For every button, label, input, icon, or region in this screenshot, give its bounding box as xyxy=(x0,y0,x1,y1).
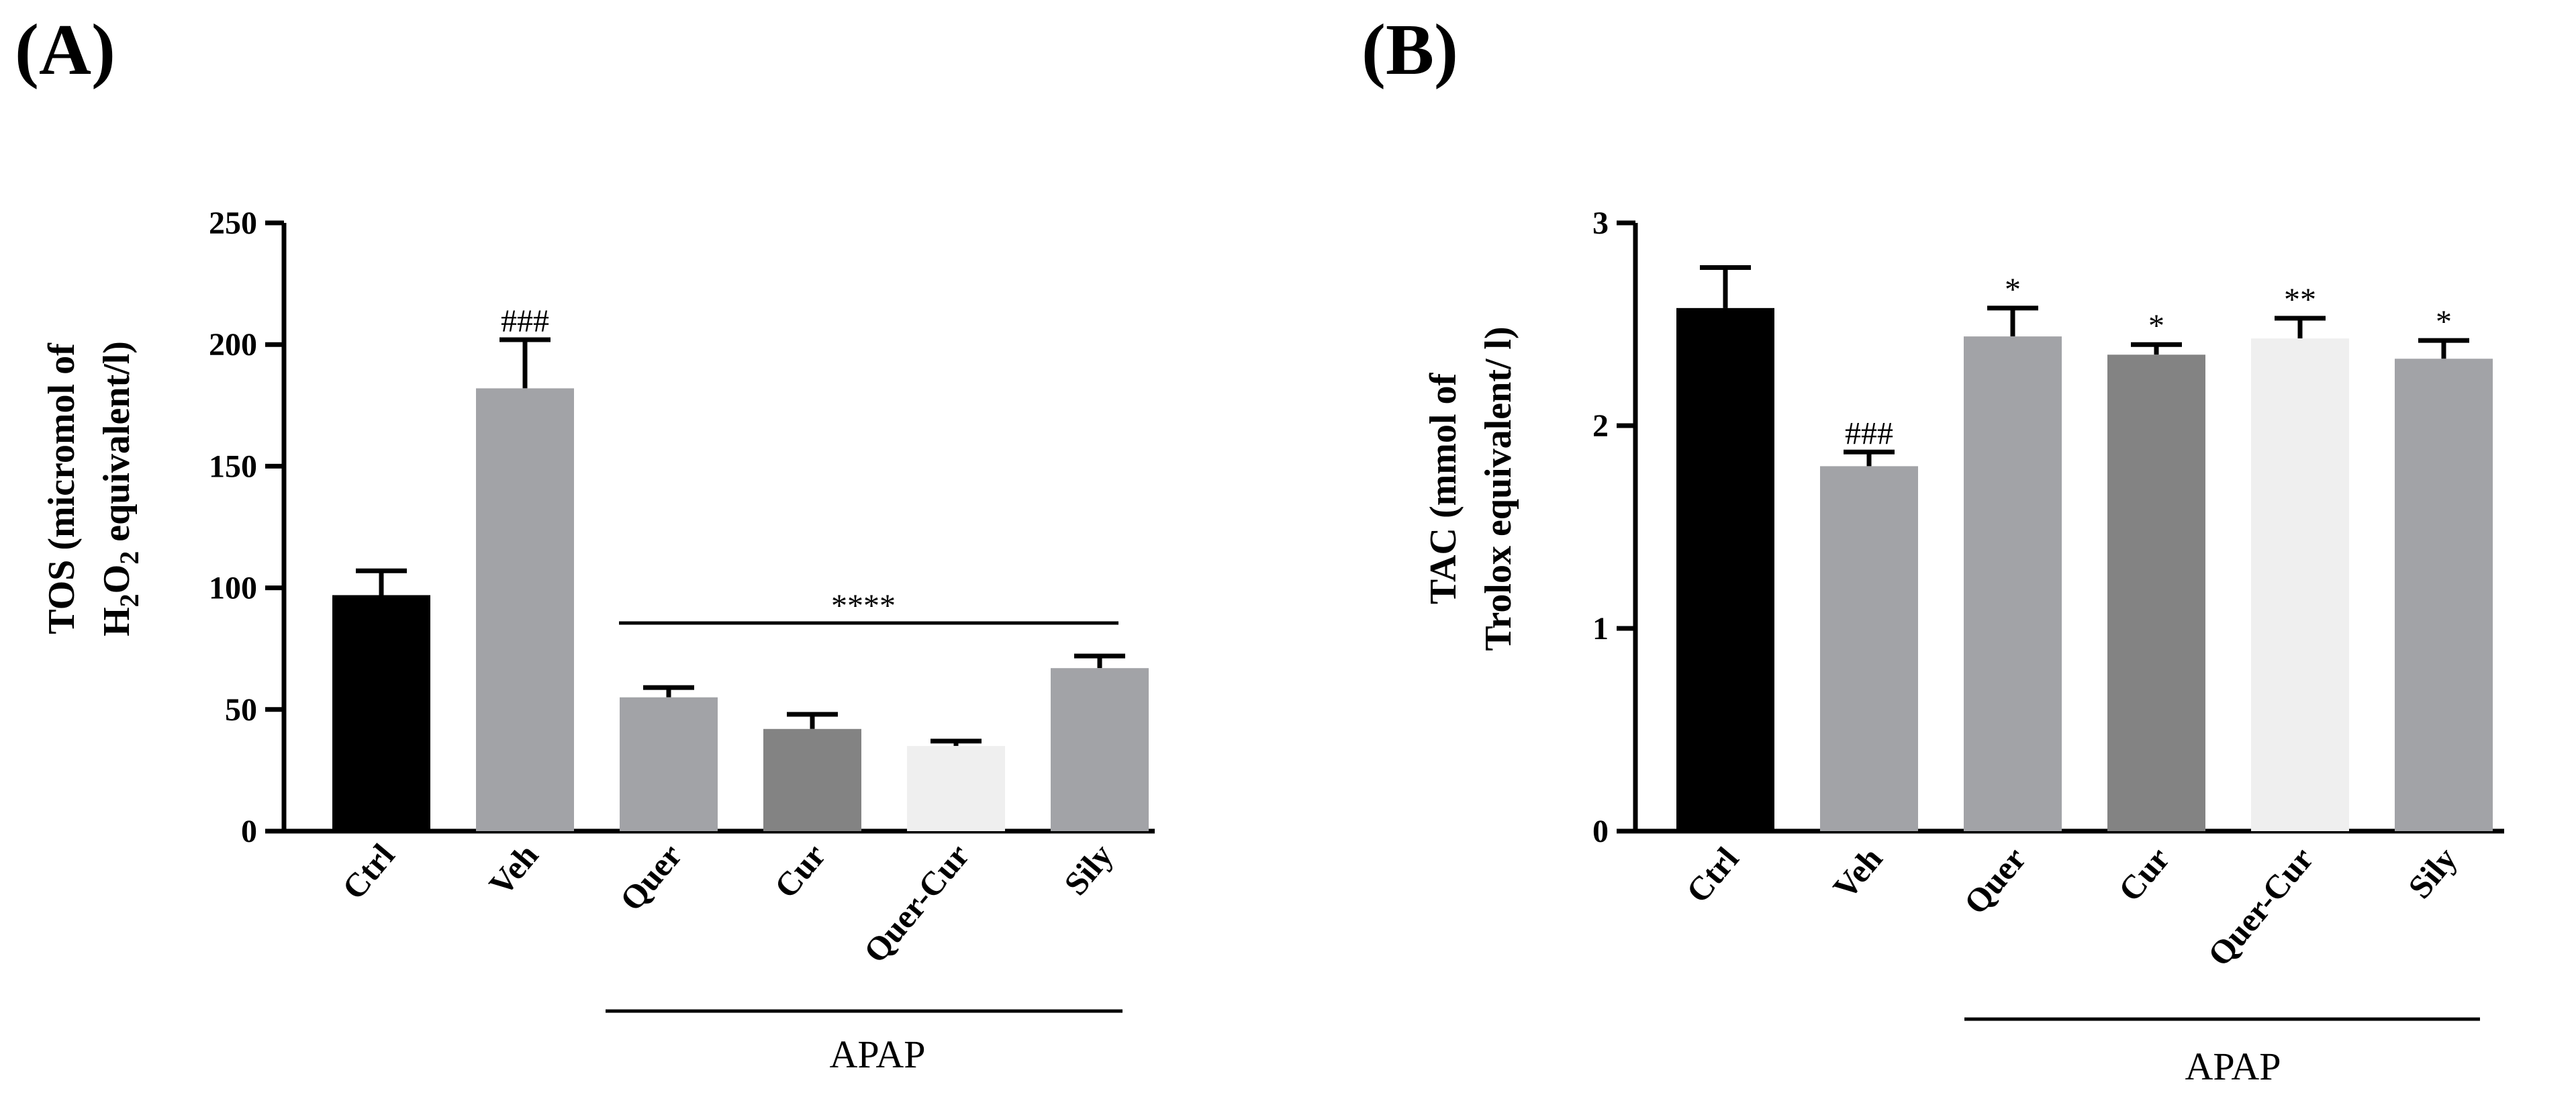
panel-a: (A) TOS (micromol of H2O2 equivalent/l) … xyxy=(15,10,1155,1076)
panel-b-group-label: APAP xyxy=(2185,1045,2281,1088)
y-tick-label: 100 xyxy=(209,571,257,606)
y-tick-label: 3 xyxy=(1592,205,1609,241)
panel-a-y-axis-label: TOS (micromol of xyxy=(41,342,83,634)
bar xyxy=(2395,359,2493,831)
category-label: Sily xyxy=(1057,837,1120,902)
category-label: Quer xyxy=(1956,840,2033,921)
panel-a-bars: ### xyxy=(332,303,1149,831)
category-label: Veh xyxy=(1825,840,1889,906)
panel-a-bracket-annotation: **** xyxy=(831,588,896,624)
y-tick-label: 250 xyxy=(209,205,257,241)
category-label: Quer-Cur xyxy=(856,837,976,969)
category-label: Quer xyxy=(612,837,689,918)
category-label: Cur xyxy=(767,837,832,905)
category-label: Quer-Cur xyxy=(2200,840,2320,973)
panel-a-label: (A) xyxy=(15,10,115,90)
y-tick-label: 1 xyxy=(1592,611,1609,647)
panel-b-y-axis-label: TAC (mmol of xyxy=(1423,373,1464,605)
category-label: Ctrl xyxy=(1678,840,1746,910)
category-label: Veh xyxy=(481,837,545,903)
bar-annotation: ** xyxy=(2284,282,2316,318)
bar xyxy=(763,728,861,831)
bar xyxy=(620,697,718,831)
y-tick-label: 50 xyxy=(225,692,257,728)
panel-a-y-axis-label-line2: H2O2 equivalent/l) xyxy=(96,341,144,636)
bar-annotation: ### xyxy=(1845,416,1893,451)
y-tick-label: 0 xyxy=(1592,814,1609,849)
panel-a-group-label: APAP xyxy=(830,1033,926,1076)
bar xyxy=(332,595,430,831)
bar xyxy=(2251,338,2349,831)
bar xyxy=(1051,668,1149,831)
category-label: Sily xyxy=(2401,840,2465,906)
category-label: Cur xyxy=(2111,840,2177,908)
panel-b-label: (B) xyxy=(1362,10,1458,90)
panel-a-y-ticks: 0 50 100 150 200 250 xyxy=(209,205,284,849)
y-tick-label: 150 xyxy=(209,448,257,484)
y-tick-label: 200 xyxy=(209,327,257,363)
panel-b-y-axis-label-line2: Trolox equivalent/ l) xyxy=(1478,326,1519,651)
bar-annotation: * xyxy=(2005,272,2021,307)
bar-annotation: * xyxy=(2148,308,2164,344)
panel-b-bars: ###***** xyxy=(1676,265,2493,832)
panel-a-categories: Ctrl Veh Quer Cur Quer-Cur Sily xyxy=(334,837,1120,970)
bar-annotation: ### xyxy=(501,303,549,339)
bar xyxy=(1820,466,1918,831)
panel-b: (B) TAC (mmol of Trolox equivalent/ l) 0… xyxy=(1362,10,2504,1088)
panel-b-y-ticks: 0 1 2 3 xyxy=(1592,205,1635,849)
y-tick-label: 0 xyxy=(241,814,257,849)
bar xyxy=(2107,354,2205,831)
panel-b-categories: Ctrl Veh Quer Cur Quer-Cur Sily xyxy=(1678,840,2464,973)
bar xyxy=(1964,336,2062,831)
category-label: Ctrl xyxy=(334,837,401,906)
y-tick-label: 2 xyxy=(1592,408,1609,444)
bar xyxy=(907,746,1005,831)
bar xyxy=(476,388,574,831)
bar-annotation: * xyxy=(2436,304,2452,340)
bar xyxy=(1676,307,1774,832)
